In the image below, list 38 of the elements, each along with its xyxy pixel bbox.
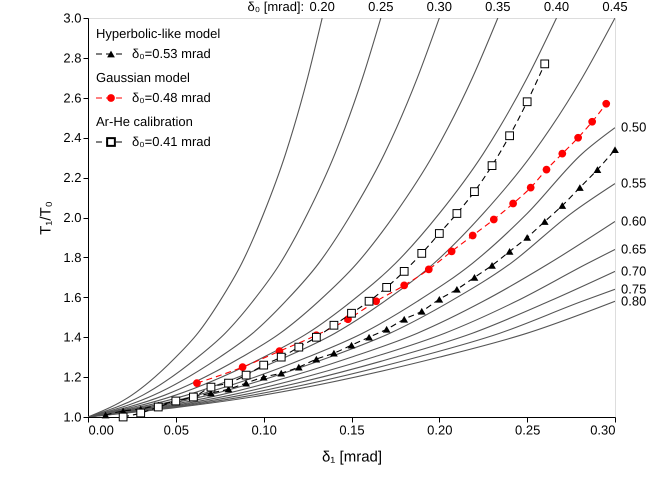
- x-tick-label: 0.30: [590, 422, 616, 438]
- x-tick-label: 0.05: [164, 422, 189, 438]
- series-label: 0.25: [368, 0, 394, 14]
- series-label: 0.35: [485, 0, 510, 14]
- y-tick-label: 2.2: [63, 170, 82, 186]
- y-tick-label: 3.0: [63, 10, 82, 26]
- text: δ₀ [mrad]:: [247, 0, 304, 14]
- y-tick-label: 1.4: [63, 330, 82, 345]
- annotation: Gaussian model: [96, 70, 190, 85]
- series-label: 0.60: [621, 213, 646, 228]
- legend-label: δ₀=0.41 mrad: [132, 134, 211, 149]
- annotation: Ar-He calibration: [96, 114, 193, 129]
- x-tick-label: 0.25: [515, 422, 540, 438]
- series-label: 0.40: [544, 0, 570, 14]
- x-tick-label: 0.00: [88, 422, 114, 438]
- series-label: 0.20: [310, 0, 335, 14]
- series-label: 0.50: [621, 120, 646, 135]
- y-tick-label: 2.8: [63, 50, 82, 66]
- y-tick-label: 2.4: [63, 130, 82, 146]
- legend-label: δ₀=0.53 mrad: [132, 46, 211, 61]
- series-label: 0.55: [621, 176, 646, 191]
- series-label: 0.65: [621, 241, 646, 256]
- y-tick-label: 2.6: [63, 90, 82, 106]
- x-tick-label: 0.10: [252, 422, 277, 438]
- y-tick-label: 1.0: [63, 410, 82, 424]
- series-label: 0.30: [426, 0, 452, 14]
- annotation: Hyperbolic-like model: [96, 26, 220, 41]
- legend-label: δ₀=0.48 mrad: [132, 90, 211, 105]
- x-axis-title: δ₁ [mrad]: [322, 448, 382, 466]
- y-axis-title: T₁/T₀: [37, 201, 54, 235]
- series-label: 0.45: [602, 0, 628, 14]
- y-tick-label: 1.2: [63, 370, 82, 385]
- x-tick-label: 0.15: [339, 422, 365, 438]
- y-tick-label: 1.6: [63, 290, 82, 305]
- x-tick-label: 0.20: [427, 422, 452, 438]
- y-tick-label: 1.8: [63, 250, 82, 265]
- series-label: 0.70: [621, 263, 646, 278]
- y-tick-label: 2.0: [63, 210, 82, 225]
